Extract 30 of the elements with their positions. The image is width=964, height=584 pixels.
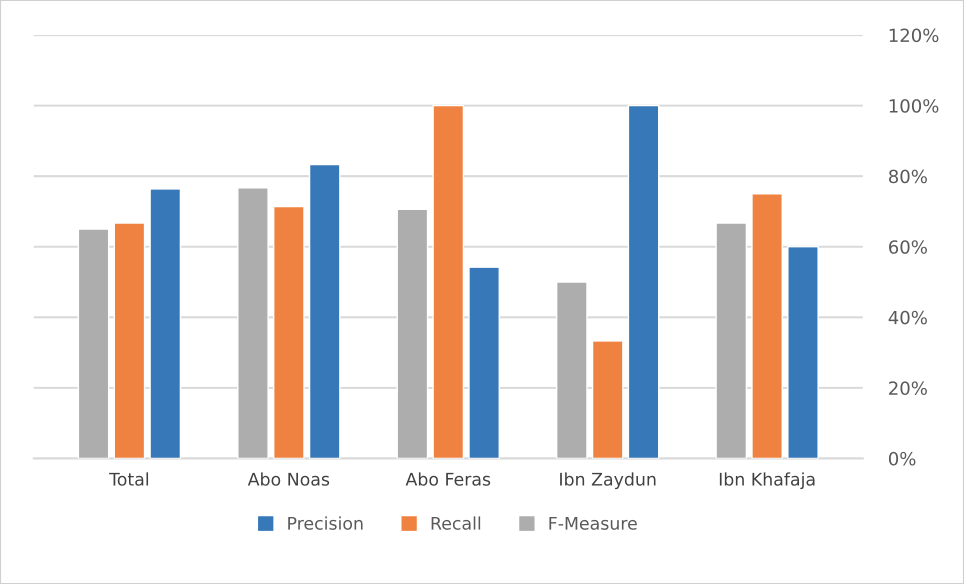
x-tick-label: Abo Noas bbox=[248, 472, 330, 486]
x-tick-label: Ibn Khafaja bbox=[720, 472, 814, 490]
bar bbox=[592, 340, 624, 458]
bar bbox=[308, 164, 341, 458]
bar bbox=[272, 206, 305, 458]
x-tick-label: Ibn Zaydun bbox=[560, 472, 656, 490]
y-tick-label: 20% bbox=[889, 381, 927, 395]
bar bbox=[468, 266, 500, 458]
y-tick-label: 60% bbox=[889, 240, 927, 254]
legend-label: F-Measure bbox=[549, 516, 637, 530]
x-tick-label: Abo Feras bbox=[406, 472, 490, 486]
bar bbox=[396, 208, 428, 458]
bar bbox=[149, 188, 182, 458]
y-tick-label: 0% bbox=[888, 452, 916, 466]
y-tick-label: 120% bbox=[890, 28, 938, 42]
bar bbox=[751, 193, 783, 458]
y-tick-label: 100% bbox=[890, 99, 938, 113]
bar bbox=[237, 187, 269, 458]
bar bbox=[715, 222, 748, 458]
bar bbox=[114, 222, 146, 458]
bar bbox=[787, 246, 819, 458]
x-tick-label: Total bbox=[109, 472, 148, 486]
bar bbox=[432, 104, 464, 458]
y-tick-label: 40% bbox=[888, 310, 927, 324]
legend-label: Precision bbox=[288, 516, 363, 530]
y-tick-label: 80% bbox=[889, 170, 927, 184]
legend-label: Recall bbox=[432, 516, 480, 530]
bar bbox=[628, 104, 660, 458]
bar bbox=[78, 228, 110, 458]
bar bbox=[556, 281, 588, 458]
